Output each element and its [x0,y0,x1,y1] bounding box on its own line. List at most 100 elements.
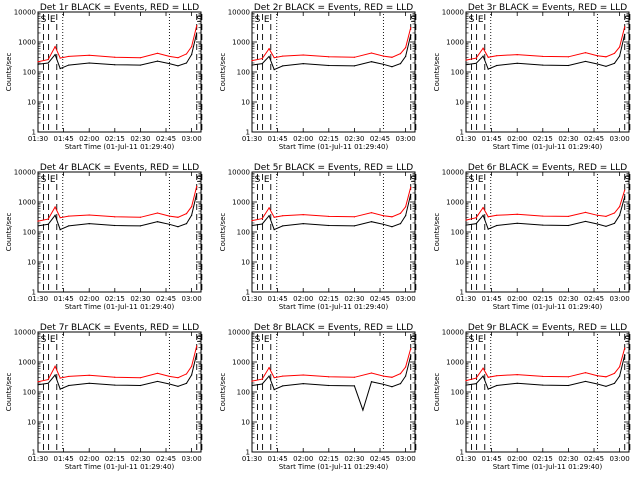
y-tick-label: 10 [27,419,36,427]
data-point [391,386,393,388]
marker-label-e: E [50,175,56,185]
data-point [382,223,385,225]
data-point [542,384,544,386]
data-point [399,223,402,225]
data-point [156,372,159,374]
y-tick-label: 100 [451,229,464,237]
data-point [567,384,570,387]
data-point [139,64,142,66]
data-point [88,374,90,376]
y-tick-label: 10000 [14,9,36,17]
panel-title: Det 5r BLACK = Events, RED = LLD [254,163,413,173]
data-point [353,376,356,378]
data-point [596,383,599,385]
data-point [596,63,599,65]
data-point [196,25,198,27]
x-tick-label: 01:45 [54,135,74,143]
y-tick-label: 10000 [442,9,464,17]
y-tick-label: 100 [237,69,250,77]
data-point [605,215,607,218]
data-point [302,223,304,225]
x-tick-label: 03:00 [610,455,630,463]
data-point [37,384,39,386]
lld-series-line [465,347,626,382]
x-tick-label: 02:00 [79,135,99,143]
data-point [370,61,373,63]
marker-label-s: S [469,335,475,345]
data-point [191,206,193,208]
y-axis-label: Counts/sec [433,213,441,252]
x-axis-label: Start Time (01-Jul-11 01:29:40) [493,303,603,311]
y-axis-label: Counts/sec [5,53,13,92]
data-point [405,206,407,208]
data-point [59,67,61,70]
data-point [482,367,484,369]
data-point [605,225,607,227]
data-point [410,186,412,188]
data-point [353,225,356,227]
chart-panel-3: Det 3r BLACK = Events, RED = LLD 1 10 100 10… [433,3,630,151]
data-point [185,53,188,55]
x-tick-label: 02:15 [319,135,339,143]
data-point [177,57,179,59]
x-axis-label: Start Time (01-Jul-11 01:29:40) [279,463,389,471]
data-point [353,216,356,218]
data-point [405,375,407,377]
data-point [302,54,304,56]
data-point [196,345,198,347]
data-point [516,382,518,384]
data-point [177,65,179,67]
x-axis-label: Start Time (01-Jul-11 01:29:40) [493,143,603,151]
data-point [156,60,159,62]
data-point [273,389,275,391]
data-point [584,372,587,374]
y-tick-label: 1000 [232,359,250,367]
y-tick-label: 100 [237,389,250,397]
x-tick-label: 02:30 [344,455,364,463]
x-axis-label: Start Time (01-Jul-11 01:29:40) [279,303,389,311]
data-point [54,214,56,216]
data-point [584,52,587,54]
data-point [54,46,56,48]
data-point [185,382,188,384]
data-point [584,211,587,214]
data-point [273,69,275,71]
data-point [465,219,467,221]
data-point [405,215,407,217]
data-point [251,380,253,382]
data-point [114,384,116,386]
y-tick-label: 1000 [446,199,464,207]
data-point [391,66,393,68]
data-point [114,376,116,378]
data-point [487,376,489,378]
x-tick-label: 01:45 [268,455,288,463]
data-point [268,48,270,50]
data-point [328,224,330,227]
data-point [114,64,116,66]
data-point [405,55,407,58]
y-axis-label: Counts/sec [433,373,441,412]
data-point [353,56,356,58]
data-point [496,55,498,57]
x-tick-label: 01:30 [242,455,262,463]
chart-panel-5: Det 5r BLACK = Events, RED = LLD 1 10 100 10… [219,163,416,311]
data-point [596,375,599,377]
data-point [624,189,626,191]
data-point [619,214,621,216]
y-tick-label: 1000 [18,199,36,207]
y-tick-label: 1000 [232,199,250,207]
data-point [542,215,544,217]
data-point [391,216,393,218]
x-tick-label: 02:30 [130,135,150,143]
x-tick-label: 01:45 [268,135,288,143]
data-point [251,224,253,227]
data-point [328,384,330,387]
data-point [584,380,587,383]
x-tick-label: 02:00 [79,455,99,463]
data-point [567,56,570,58]
data-point [261,223,263,225]
data-point [47,382,49,384]
data-point [196,185,198,188]
data-point [465,384,467,386]
